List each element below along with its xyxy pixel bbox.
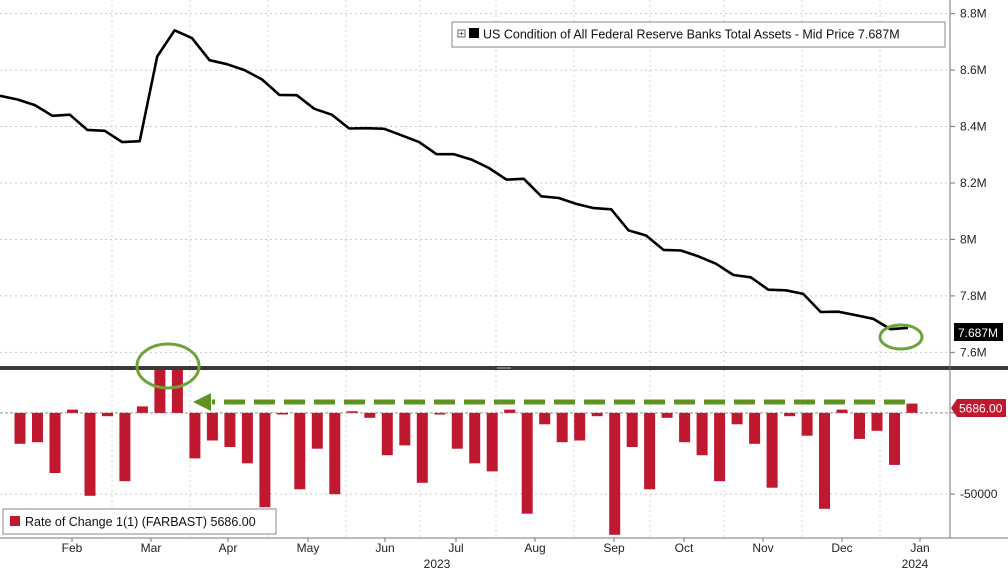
rate-of-change-bar <box>67 409 78 413</box>
rate-of-change-bar <box>696 412 708 456</box>
total-assets-line <box>0 29 909 331</box>
x-month-label: Apr <box>219 541 238 555</box>
highlight-circle-latest-value <box>878 323 924 351</box>
rate-of-change-bar <box>206 412 218 441</box>
upper-y-tick-label: 7.6M <box>960 345 987 359</box>
rate-of-change-bar <box>416 412 428 483</box>
x-month-label: Feb <box>62 541 83 555</box>
x-month-label: May <box>297 541 320 555</box>
rate-of-change-bar <box>329 412 341 495</box>
rate-of-change-bar <box>189 412 201 459</box>
rate-of-change-bar <box>364 412 376 418</box>
rate-of-change-bar <box>171 370 183 413</box>
rate-of-change-bar <box>801 412 813 436</box>
rate-of-change-bar <box>119 412 131 482</box>
last-value-tag-lower: 5686.00 <box>951 399 1006 417</box>
dashed-arrow-head <box>193 393 211 411</box>
rate-of-change-bar <box>346 411 358 413</box>
upper-y-tick-label: 8M <box>960 232 977 246</box>
x-month-label: Jan <box>910 541 929 555</box>
rate-of-change-bar <box>574 412 586 441</box>
x-month-label: Oct <box>675 541 694 555</box>
upper-y-tick-label: 8.6M <box>960 63 987 77</box>
x-month-label: Sep <box>603 541 625 555</box>
rate-of-change-bar <box>399 412 411 446</box>
rate-of-change-bar <box>644 412 656 490</box>
upper-y-tick-label: 8.8M <box>960 7 987 21</box>
rate-of-change-bar <box>871 412 883 431</box>
rate-of-change-bar <box>626 412 638 447</box>
rate-of-change-bar <box>854 412 865 439</box>
upper-gridlines <box>0 13 955 353</box>
legend-swatch-red <box>10 516 20 526</box>
rate-of-change-bar <box>434 412 446 415</box>
rate-of-change-bar <box>241 412 253 464</box>
lower-y-tick-label: -50000 <box>960 487 998 501</box>
rate-of-change-bar <box>276 412 288 415</box>
rate-of-change-bar <box>889 412 900 465</box>
last-value-tag-upper: 7.687M <box>954 323 1003 341</box>
x-month-label: Jul <box>448 541 463 555</box>
rate-of-change-bar <box>661 412 673 418</box>
rate-of-change-bar <box>259 412 271 508</box>
rate-of-change-bar <box>819 412 830 509</box>
rate-of-change-bar <box>381 412 393 456</box>
legend-lower[interactable]: Rate of Change 1(1) (FARBAST) 5686.00 <box>2 508 277 535</box>
rate-of-change-bar <box>469 412 481 464</box>
x-month-label: Aug <box>524 541 545 555</box>
rate-of-change-bar <box>521 412 533 514</box>
upper-y-tick-label: 8.4M <box>960 120 987 134</box>
rate-of-change-bar <box>784 412 796 417</box>
legend-upper-label: US Condition of All Federal Reserve Bank… <box>483 28 900 42</box>
rate-of-change-bar <box>451 412 463 449</box>
x-month-label: Mar <box>141 541 162 555</box>
rate-of-change-bar <box>136 406 148 413</box>
upper-y-tick-label: 7.8M <box>960 289 987 303</box>
rate-of-change-bar <box>14 412 26 444</box>
rate-of-change-bar <box>609 412 621 535</box>
rate-of-change-bar <box>294 412 306 490</box>
rate-of-change-bar <box>311 412 323 449</box>
legend-swatch-black <box>469 28 479 38</box>
rate-of-change-bar <box>836 409 848 413</box>
rate-of-change-bar <box>84 412 96 496</box>
rate-of-change-bar <box>591 412 603 417</box>
x-axis-labels: Feb Mar Apr May Jun Jul Aug Sep Oct Nov Dec Jan 2023… <box>62 538 930 571</box>
highlight-circle-march-bars <box>135 342 201 390</box>
last-value-lower: 5686.00 <box>959 402 1003 416</box>
rate-of-change-bars <box>14 370 918 535</box>
rate-of-change-bar <box>504 409 516 413</box>
rate-of-change-bar <box>906 403 918 413</box>
rate-of-change-bar <box>154 370 166 413</box>
rate-of-change-bar <box>102 412 113 417</box>
legend-upper[interactable]: US Condition of All Federal Reserve Bank… <box>451 21 946 48</box>
rate-of-change-bar <box>731 412 743 425</box>
last-value-upper: 7.687M <box>958 326 998 340</box>
upper-y-tick-labels: 7.6M 7.8M 8M 8.2M 8.4M 8.6M 8.8M <box>960 7 987 360</box>
x-year-label: 2024 <box>902 557 929 571</box>
x-month-label: Dec <box>831 541 852 555</box>
rate-of-change-bar <box>539 412 551 425</box>
x-year-label: 2023 <box>424 557 451 571</box>
upper-y-tick-label: 8.2M <box>960 176 987 190</box>
rate-of-change-bar <box>49 412 61 473</box>
legend-lower-label: Rate of Change 1(1) (FARBAST) 5686.00 <box>25 515 256 529</box>
rate-of-change-bar <box>679 412 691 443</box>
rate-of-change-bar <box>749 412 761 444</box>
x-month-label: Nov <box>752 541 773 555</box>
rate-of-change-bar <box>224 412 236 447</box>
x-month-label: Jun <box>375 541 394 555</box>
rate-of-change-bar <box>556 412 568 443</box>
rate-of-change-bar <box>714 412 726 482</box>
rate-of-change-bar <box>486 412 498 472</box>
rate-of-change-bar <box>766 412 778 488</box>
rate-of-change-bar <box>32 412 43 443</box>
